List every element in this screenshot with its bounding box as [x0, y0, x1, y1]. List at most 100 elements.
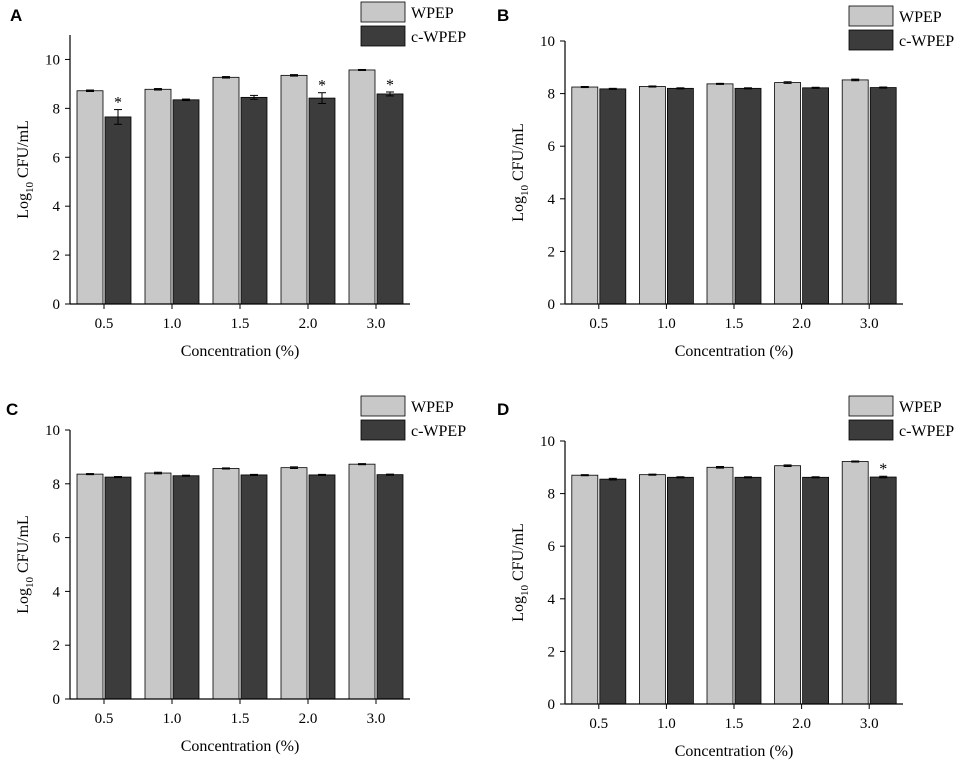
- y-tick-label-8: 8: [548, 487, 556, 503]
- y-axis-title-log: Log: [15, 193, 32, 219]
- panel-c: C 0.5 1.0 1.5 2.0 3.0 0 2 4 6 8 10 Concentration (%…: [0, 380, 478, 760]
- x-tick-label-1.0: 1.0: [163, 711, 182, 727]
- significance-mark-0.5: *: [114, 95, 122, 112]
- chart-c: 0.5 1.0 1.5 2.0 3.0 0 2 4 6 8 10 Concentration (%) L…: [15, 395, 466, 755]
- x-tick-label-3.0: 3.0: [860, 716, 879, 732]
- y-tick-label-0: 0: [53, 692, 61, 708]
- panel-label-c: C: [6, 400, 19, 419]
- bar-wpep-0.5: [76, 473, 104, 700]
- chart-d: 0.5 1.0 1.5 2.0 * 3.0 0 2 4 6 8 10 Concentration (%)…: [510, 395, 954, 760]
- x-axis-title: Concentration (%): [675, 343, 794, 360]
- x-tick-label-1.5: 1.5: [725, 716, 744, 732]
- panel-d: D 0.5 1.0 1.5 2.0 * 3.0 0 2 4 6 8 10 Concentration (…: [479, 380, 957, 760]
- y-tick-label-0: 0: [548, 297, 556, 313]
- y-tick-label-6: 6: [53, 150, 61, 166]
- x-axis-title: Concentration (%): [675, 743, 794, 760]
- significance-mark-2.0: *: [318, 78, 326, 95]
- bar-wpep-3.0: [841, 79, 869, 305]
- y-tick-label-10: 10: [45, 423, 60, 439]
- chart-b: 0.5 1.0 1.5 2.0 3.0 0 2 4 6 8 10 Concentration (%) L…: [510, 5, 954, 360]
- bar-c-wpep-2.0: [802, 476, 830, 705]
- bar-wpep-2.0: [280, 467, 308, 700]
- panel-a: A * 0.5 1.0 1.5 * 2.0 * 3.0 0 2 4 6 8 10 Concentration…: [0, 0, 478, 380]
- bar-c-wpep-2.0: [802, 87, 830, 305]
- y-axis-title-units: CFU/mL: [15, 515, 32, 577]
- y-axis-title-subscript: 10: [24, 182, 36, 194]
- y-tick-label-8: 8: [53, 477, 61, 493]
- bar-c-wpep-3.0: [869, 87, 897, 305]
- bar-wpep-1.0: [144, 472, 172, 700]
- significance-mark-3.0: *: [386, 77, 394, 94]
- y-tick-label-4: 4: [53, 199, 61, 215]
- bar-wpep-3.0: [841, 461, 869, 705]
- x-tick-label-0.5: 0.5: [95, 316, 114, 332]
- y-axis-title-units: CFU/mL: [510, 523, 527, 585]
- y-axis-title-log: Log: [15, 588, 32, 614]
- bar-c-wpep-1.5: [240, 474, 268, 700]
- bar-c-wpep-2.0: [308, 97, 336, 305]
- panel-label-b: B: [497, 6, 510, 25]
- bar-c-wpep-3.0: [376, 93, 404, 305]
- bar-c-wpep-1.0: [666, 476, 694, 705]
- chart-a: * 0.5 1.0 1.5 * 2.0 * 3.0 0 2 4 6 8 10 Concentration (…: [15, 1, 466, 360]
- y-tick-label-8: 8: [548, 87, 556, 103]
- y-axis-title-units: CFU/mL: [15, 120, 32, 182]
- x-axis-title: Concentration (%): [181, 343, 300, 360]
- bar-wpep-3.0: [348, 69, 376, 305]
- x-tick-label-3.0: 3.0: [367, 316, 386, 332]
- x-tick-label-1.0: 1.0: [657, 316, 676, 332]
- x-tick-label-1.0: 1.0: [657, 716, 676, 732]
- x-tick-label-1.5: 1.5: [725, 316, 744, 332]
- y-axis-title-subscript: 10: [519, 585, 531, 597]
- bar-c-wpep-0.5: [104, 116, 132, 305]
- bar-c-wpep-1.5: [734, 87, 762, 305]
- bar-c-wpep-1.5: [734, 476, 762, 705]
- legend-label-wpep: WPEP: [411, 399, 454, 416]
- bar-wpep-0.5: [571, 474, 599, 705]
- y-tick-label-0: 0: [548, 697, 556, 713]
- legend-label-wpep: WPEP: [899, 399, 942, 416]
- y-tick-label-6: 6: [53, 531, 61, 547]
- bar-wpep-1.5: [212, 468, 240, 700]
- y-tick-label-8: 8: [53, 101, 61, 117]
- bar-c-wpep-0.5: [104, 476, 132, 700]
- legend-label-c-wpep: c-WPEP: [411, 423, 466, 440]
- x-axis-title: Concentration (%): [181, 738, 300, 755]
- bar-wpep-0.5: [571, 86, 599, 305]
- y-axis-title-units: CFU/mL: [510, 123, 527, 185]
- x-tick-label-3.0: 3.0: [860, 316, 879, 332]
- y-tick-label-4: 4: [548, 592, 556, 608]
- bar-wpep-2.0: [774, 82, 802, 305]
- bar-c-wpep-1.5: [240, 96, 268, 305]
- bar-c-wpep-1.0: [666, 87, 694, 305]
- y-tick-label-10: 10: [540, 34, 555, 50]
- y-tick-label-2: 2: [548, 644, 556, 660]
- panel-b: B 0.5 1.0 1.5 2.0 3.0 0 2 4 6 8 10 Concentration (%…: [479, 0, 957, 380]
- bar-wpep-1.0: [638, 474, 666, 705]
- y-axis-title-log: Log: [510, 196, 527, 222]
- x-tick-label-0.5: 0.5: [589, 316, 608, 332]
- y-axis-title-subscript: 10: [24, 577, 36, 589]
- bar-c-wpep-0.5: [599, 478, 627, 705]
- legend-swatch-c-wpep: [848, 29, 894, 51]
- bar-wpep-1.0: [144, 88, 172, 305]
- bar-wpep-0.5: [76, 90, 104, 305]
- y-axis-title-log: Log: [510, 596, 527, 622]
- legend-swatch-c-wpep: [360, 25, 406, 47]
- y-tick-label-6: 6: [548, 539, 556, 555]
- y-tick-label-10: 10: [540, 434, 555, 450]
- legend-swatch-wpep: [360, 395, 406, 417]
- y-axis-title: Log10 CFU/mL: [510, 123, 531, 222]
- x-tick-label-2.0: 2.0: [792, 316, 811, 332]
- bar-c-wpep-1.0: [172, 99, 200, 305]
- bar-c-wpep-3.0: [869, 476, 897, 705]
- bar-wpep-3.0: [348, 463, 376, 700]
- y-tick-label-2: 2: [548, 244, 556, 260]
- y-axis-title: Log10 CFU/mL: [15, 120, 36, 219]
- y-tick-label-10: 10: [45, 52, 60, 68]
- legend-label-wpep: WPEP: [899, 9, 942, 26]
- bar-wpep-1.0: [638, 86, 666, 305]
- legend-swatch-wpep: [848, 5, 894, 27]
- y-tick-label-6: 6: [548, 139, 556, 155]
- x-tick-label-2.0: 2.0: [299, 316, 318, 332]
